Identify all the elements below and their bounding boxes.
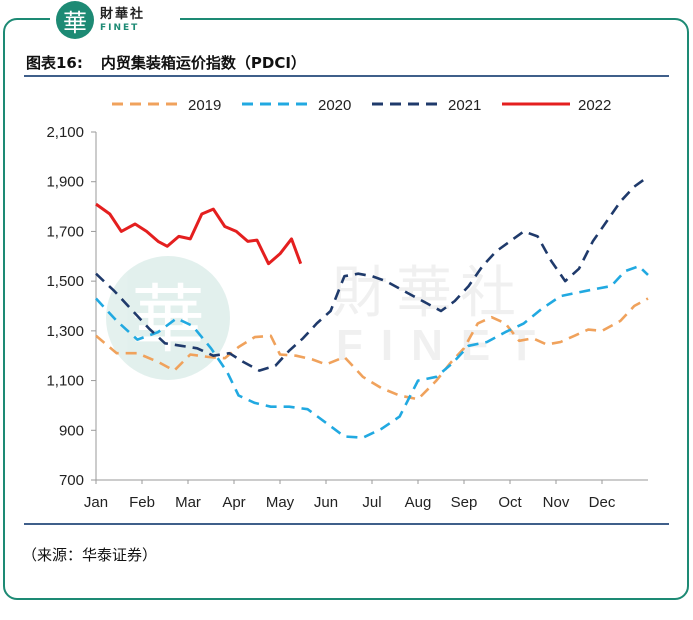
x-tick-label: Apr [222,494,245,511]
legend-label-2022: 2022 [578,97,611,114]
x-tick-label: Feb [129,494,155,511]
figure-number: 图表16: [26,54,83,72]
y-tick-label: 700 [59,472,84,489]
title-rule [24,75,669,77]
y-tick-label: 1,300 [46,323,84,340]
x-tick-label: Jan [84,494,108,511]
brand-logo: 華 財華社 FINET [50,0,180,40]
y-tick-label: 1,900 [46,174,84,191]
x-tick-label: Jun [314,494,338,511]
figure-title-text: 内贸集装箱运价指数（PDCI） [100,54,306,72]
watermark-en: FINET [336,321,553,370]
y-tick-label: 1,100 [46,373,84,390]
chart-legend: 2019 2020 2021 2022 [112,97,611,114]
y-tick-label: 1,700 [46,223,84,240]
x-tick-label: Jul [362,494,381,511]
brand-name-en: FINET [100,22,140,33]
series-line-2021 [95,175,649,372]
brand-name-cn: 財華社 [100,6,146,22]
watermark-seal-char: 華 [131,277,205,363]
x-tick-label: Mar [175,494,201,511]
y-tick-label: 1,500 [46,273,84,290]
legend-label-2019: 2019 [188,97,221,114]
watermark-cn: 財華社 [332,261,524,326]
x-tick-label: Dec [589,494,616,511]
series-line-2019 [95,297,649,401]
chart-axes: 700 900 1,100 1,300 1,500 1,700 1,900 2,100 Jan F… [46,124,648,511]
series-line-2022 [95,202,303,266]
legend-label-2021: 2021 [448,97,481,114]
y-tick-label: 900 [59,422,84,439]
y-tick-label: 2,100 [46,124,84,141]
x-tick-label: Oct [498,494,522,511]
chart-series [95,175,649,440]
figure-frame [3,18,689,600]
watermark: 華 財華社 FINET [106,256,553,380]
x-tick-label: Aug [405,494,432,511]
bottom-rule [24,523,669,525]
series-line-2020 [95,264,649,440]
x-tick-label: May [266,494,295,511]
brand-seal-icon: 華 [56,1,94,39]
source-note: （来源：华泰证券） [22,546,158,564]
x-tick-label: Sep [451,494,478,511]
brand-text: 財華社 FINET [100,8,145,33]
legend-label-2020: 2020 [318,97,351,114]
figure-title: 图表16: 内贸集装箱运价指数（PDCI） [26,52,306,73]
x-tick-label: Nov [543,494,570,511]
